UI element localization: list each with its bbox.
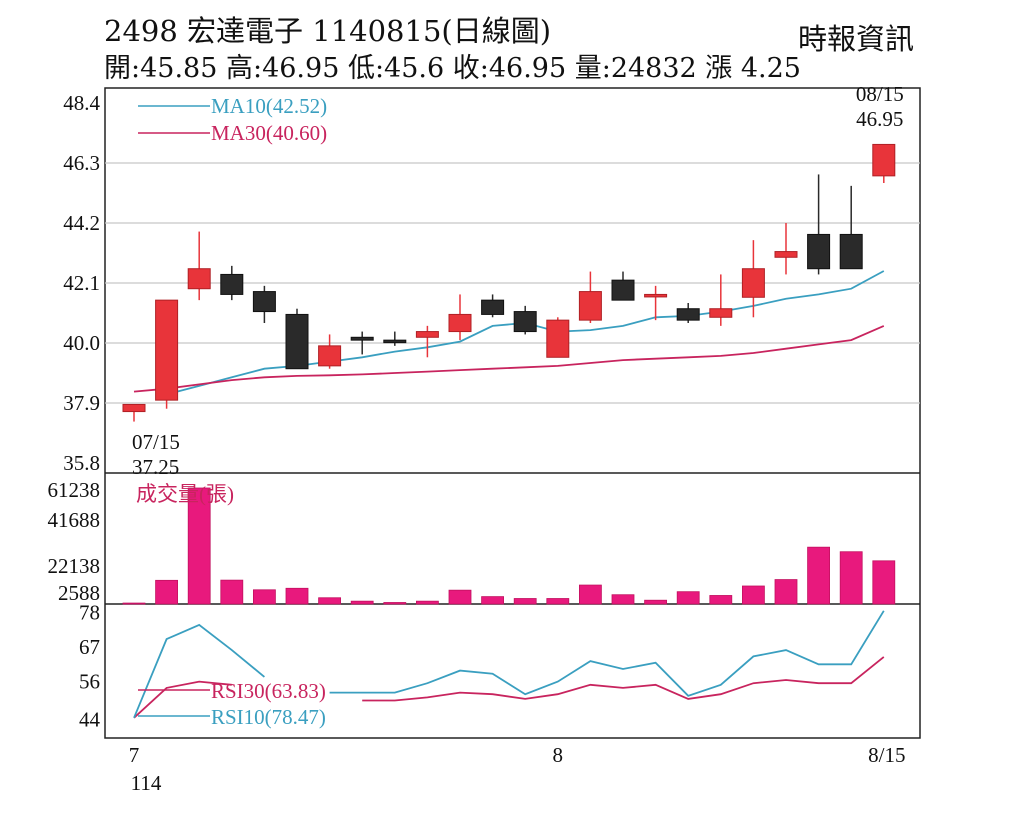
volume-bar <box>448 589 472 605</box>
price-tick-label: 48.4 <box>63 91 100 115</box>
price-tick-label: 46.3 <box>63 151 100 175</box>
price-tick-label: 42.1 <box>63 271 100 295</box>
price-tick-label: 37.9 <box>63 391 100 415</box>
candle-body <box>155 299 179 401</box>
candle-body <box>481 299 505 315</box>
candle-body <box>644 293 668 298</box>
candle-body <box>415 331 439 338</box>
candle-body <box>741 268 765 298</box>
volume-tick-label: 41688 <box>48 508 101 532</box>
candle-body <box>676 308 700 321</box>
candle-body <box>709 308 733 318</box>
legend-label-0: MA10(42.52) <box>211 94 327 118</box>
volume-bar <box>644 599 667 605</box>
volume-bar <box>513 598 537 605</box>
volume-bar <box>579 584 602 605</box>
ohlc-summary: 開:45.85 高:46.95 低:45.6 收:46.95 量:24832 漲… <box>104 53 801 84</box>
rsi-tick-label: 78 <box>79 600 100 624</box>
candle-body <box>383 339 407 344</box>
low-date-annotation: 07/15 <box>132 430 180 454</box>
volume-tick-label: 61238 <box>48 478 101 502</box>
candle-body <box>611 279 635 301</box>
x-tick-sublabel: 114 <box>131 771 162 795</box>
candle-body <box>546 319 570 358</box>
volume-bar <box>252 589 276 605</box>
candle-body <box>187 268 211 290</box>
candle-body <box>774 251 798 258</box>
volume-bar <box>742 585 765 605</box>
chart-title: 2498 宏達電子 1140815(日線圖) <box>104 14 552 48</box>
candle-body <box>513 311 537 333</box>
price-tick-label: 44.2 <box>63 211 100 235</box>
volume-tick-label: 22138 <box>48 554 101 578</box>
candle-body <box>122 403 146 413</box>
candle-body <box>318 345 342 367</box>
rsi-legend-label-1: RSI10(78.47) <box>211 705 326 729</box>
rsi-tick-label: 67 <box>79 635 100 659</box>
candle-body <box>448 313 472 333</box>
data-source-label: 時報資訊 <box>798 22 915 56</box>
rsi-tick-label: 56 <box>79 670 100 694</box>
volume-bar <box>318 597 342 605</box>
price-tick-label: 35.8 <box>63 451 100 475</box>
candle-body <box>252 291 276 313</box>
volume-bar <box>676 591 700 605</box>
rsi-line-rsi30 <box>133 656 885 719</box>
volume-bar <box>774 579 798 605</box>
candle-body <box>285 313 309 370</box>
candle-body <box>578 291 602 321</box>
ma-line-ma30 <box>133 325 885 393</box>
high-date-annotation: 08/15 <box>856 82 904 106</box>
volume-bar <box>350 600 374 605</box>
high-value-annotation: 46.95 <box>856 107 903 131</box>
volume-bar <box>546 598 570 605</box>
volume-legend: 成交量(張) <box>136 482 234 506</box>
plot-frame <box>104 87 921 739</box>
rsi-legend-label-0: RSI30(63.83) <box>211 679 326 703</box>
volume-bar <box>187 487 211 605</box>
volume-tick-label: 2588 <box>58 581 100 605</box>
x-tick-label: 8/15 <box>868 743 905 767</box>
price-tick-label: 40.0 <box>63 331 100 355</box>
volume-bar <box>220 579 244 605</box>
volume-bar <box>839 551 863 605</box>
volume-bar <box>383 602 407 605</box>
volume-bar <box>415 600 439 605</box>
volume-bar <box>611 594 635 605</box>
candle-body <box>350 336 374 341</box>
legend-label-1: MA30(40.60) <box>211 121 327 145</box>
candle-body <box>872 143 896 177</box>
candle-body <box>807 233 831 270</box>
volume-bar <box>122 602 146 605</box>
volume-bar <box>872 560 896 605</box>
volume-bar <box>285 587 309 605</box>
x-tick-label: 7 <box>129 743 140 767</box>
volume-bar <box>481 596 505 605</box>
candle-body <box>220 273 244 295</box>
volume-bar <box>709 595 733 605</box>
rsi-tick-label: 44 <box>79 707 101 731</box>
x-tick-label: 8 <box>553 743 564 767</box>
volume-bar <box>807 546 830 605</box>
rsi-line-rsi10 <box>133 610 885 719</box>
candle-body <box>839 233 863 270</box>
low-value-annotation: 37.25 <box>132 455 179 479</box>
volume-bar <box>155 579 179 605</box>
